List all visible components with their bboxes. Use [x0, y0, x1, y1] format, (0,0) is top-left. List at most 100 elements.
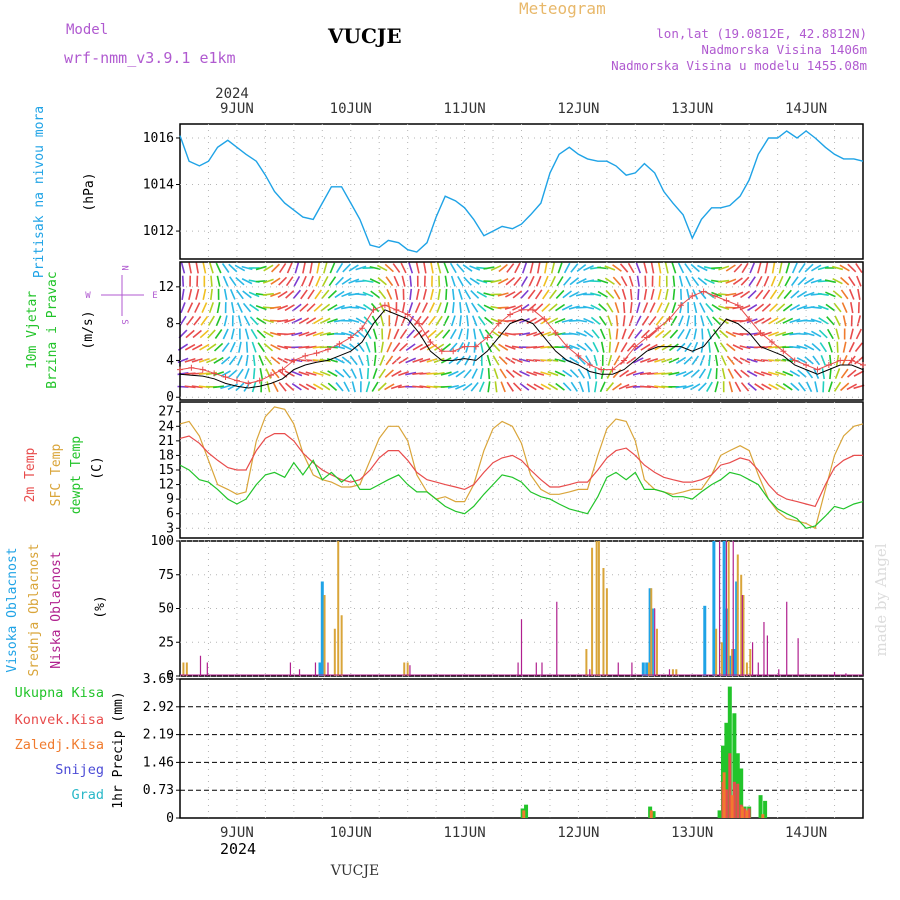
panel-1: 0 4 8 12: [158, 261, 866, 405]
wind-vector: [305, 331, 317, 337]
wind-vector: [487, 381, 491, 393]
wind-vector: [210, 275, 213, 287]
wind-vector: [179, 315, 187, 326]
cloud-bar: [340, 615, 343, 676]
wind-vector: [612, 382, 622, 391]
wind-vector: [791, 262, 798, 274]
wind-vector: [494, 381, 498, 393]
pressure-title: Pritisak na nivou mora: [32, 106, 47, 278]
wind-vector: [540, 371, 552, 376]
wind-vector: [632, 371, 644, 376]
wind-vector: [291, 331, 303, 337]
wind-vector: [713, 341, 720, 353]
precip-bar: [524, 804, 529, 818]
top-day-label: 13JUN: [671, 101, 713, 117]
wind-vector: [405, 371, 417, 376]
wind-vector: [213, 385, 225, 389]
wind-vector: [675, 385, 687, 389]
wind-vector: [412, 385, 424, 389]
wind-vector: [622, 315, 626, 327]
wind-vector: [421, 302, 429, 313]
wind-vector: [626, 342, 636, 352]
wind-vector: [272, 381, 279, 393]
wind-vector: [761, 317, 772, 325]
wind-vector: [540, 383, 552, 391]
gust-marker: [643, 334, 650, 341]
precip-bar: [651, 811, 656, 818]
cloud-bar: [778, 669, 780, 676]
gust-marker: [677, 302, 684, 309]
wind-vector: [733, 356, 743, 365]
wind-vector: [583, 317, 594, 324]
wind-speed-line: [179, 309, 864, 389]
wind-vector: [269, 305, 282, 310]
y-tick-label: 1014: [143, 178, 174, 193]
gust-marker: [837, 357, 844, 364]
wind-vector: [756, 275, 763, 287]
wind-vector: [568, 305, 580, 310]
wind-vector: [298, 345, 310, 349]
wind-vector: [277, 319, 289, 323]
wind-vector: [408, 302, 414, 314]
wind-vector: [790, 290, 800, 299]
cloud-high-label: Visoka Oblacnost: [5, 547, 20, 672]
wind-vector: [818, 317, 829, 325]
wind-vector: [541, 303, 551, 312]
wind-vector: [726, 343, 736, 352]
precip-bar: [763, 800, 768, 818]
wind-vector: [237, 355, 243, 366]
wind-vector: [686, 315, 691, 327]
top-day-label: 10JUN: [330, 101, 372, 117]
wind-vector: [548, 289, 557, 300]
wind-vector: [739, 357, 751, 364]
cloud-bar: [675, 669, 678, 676]
wind-vector: [373, 341, 377, 353]
gust-marker: [598, 366, 605, 373]
wind-vector: [848, 276, 856, 287]
wind-vector: [647, 358, 659, 363]
wind-vector: [636, 275, 640, 287]
wind-vector: [476, 278, 488, 284]
wind-vector: [672, 288, 676, 300]
wind-vector: [547, 371, 559, 377]
precip-bar: [730, 795, 734, 818]
wind-vector: [490, 279, 502, 284]
wind-vector: [833, 302, 842, 313]
temp-sfc-label: SFC Temp: [49, 444, 64, 507]
wind-vector: [582, 305, 595, 310]
precip-bar: [736, 783, 740, 818]
wind-vector: [504, 344, 516, 350]
wind-vector: [493, 368, 499, 380]
wind-vector: [505, 369, 515, 379]
wind-vector: [291, 370, 303, 377]
wind-vector: [755, 289, 764, 300]
wind-vector: [803, 277, 815, 285]
cloud-bar: [298, 669, 301, 676]
wind-vector: [803, 331, 815, 337]
wind-vector: [587, 381, 590, 393]
wind-vector: [789, 318, 801, 324]
wind-vector: [619, 369, 630, 378]
wind-vector: [188, 262, 192, 274]
precip-bar: [745, 810, 749, 818]
wind-vector: [625, 370, 637, 377]
wind-vector: [180, 262, 186, 274]
wind-vector: [326, 318, 338, 324]
wind-vector: [401, 302, 406, 314]
wind-vector: [222, 328, 229, 340]
wind-vector: [412, 343, 423, 351]
wind-vector: [672, 275, 676, 287]
wind-vector: [220, 384, 232, 390]
wind-vector: [533, 383, 544, 391]
gust-marker: [188, 364, 195, 371]
wind-vector: [715, 368, 718, 380]
wind-vector: [440, 385, 452, 388]
wind-vector: [677, 328, 685, 340]
wind-vector: [764, 262, 769, 274]
wind-vector: [384, 383, 395, 391]
wind-vector: [754, 303, 765, 312]
wind-vector: [441, 343, 452, 352]
top-day-labels: 9JUN 10JUN 11JUN 12JUN 13JUN 14JUN: [220, 101, 827, 117]
wind-vector: [464, 355, 471, 366]
cloud-bar: [337, 541, 340, 676]
